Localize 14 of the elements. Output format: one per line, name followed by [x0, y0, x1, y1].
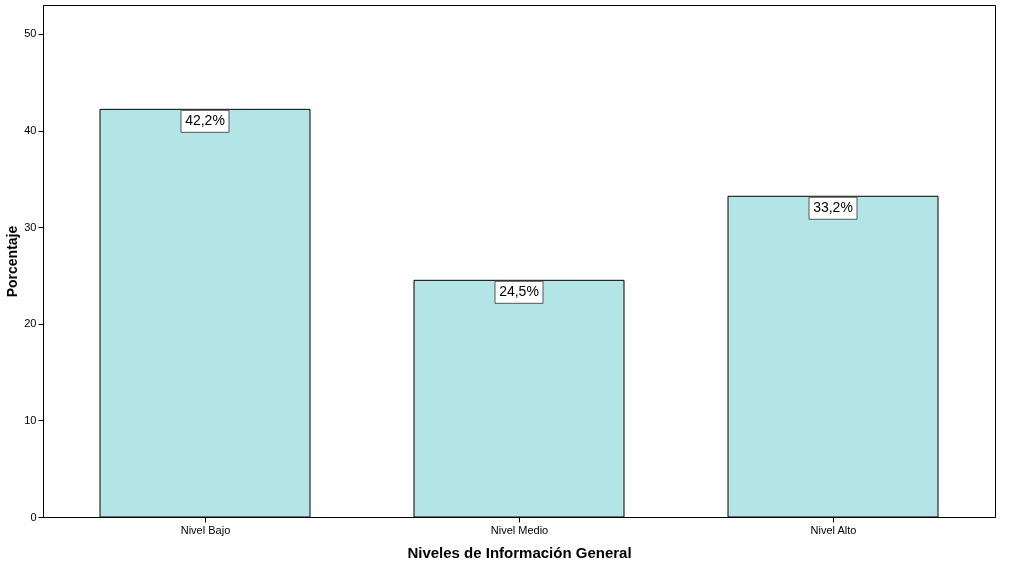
x-tick-label: Nivel Alto [810, 523, 857, 536]
x-tick-label: Nivel Bajo [180, 523, 231, 536]
y-tick-label: 10 [24, 413, 37, 426]
y-tick-label: 30 [24, 220, 37, 233]
x-axis-title: Niveles de Información General [407, 543, 632, 561]
y-tick-label: 40 [24, 124, 37, 137]
y-tick-label: 20 [24, 317, 37, 330]
x-tick-label: Nivel Medio [490, 523, 549, 536]
data-label: 24,5% [499, 283, 539, 300]
y-tick-label: 50 [24, 27, 37, 40]
data-label: 42,2% [185, 112, 225, 129]
y-axis-title: Porcentaje [4, 225, 21, 298]
data-label: 33,2% [813, 199, 853, 216]
y-tick-label: 0 [30, 510, 37, 523]
